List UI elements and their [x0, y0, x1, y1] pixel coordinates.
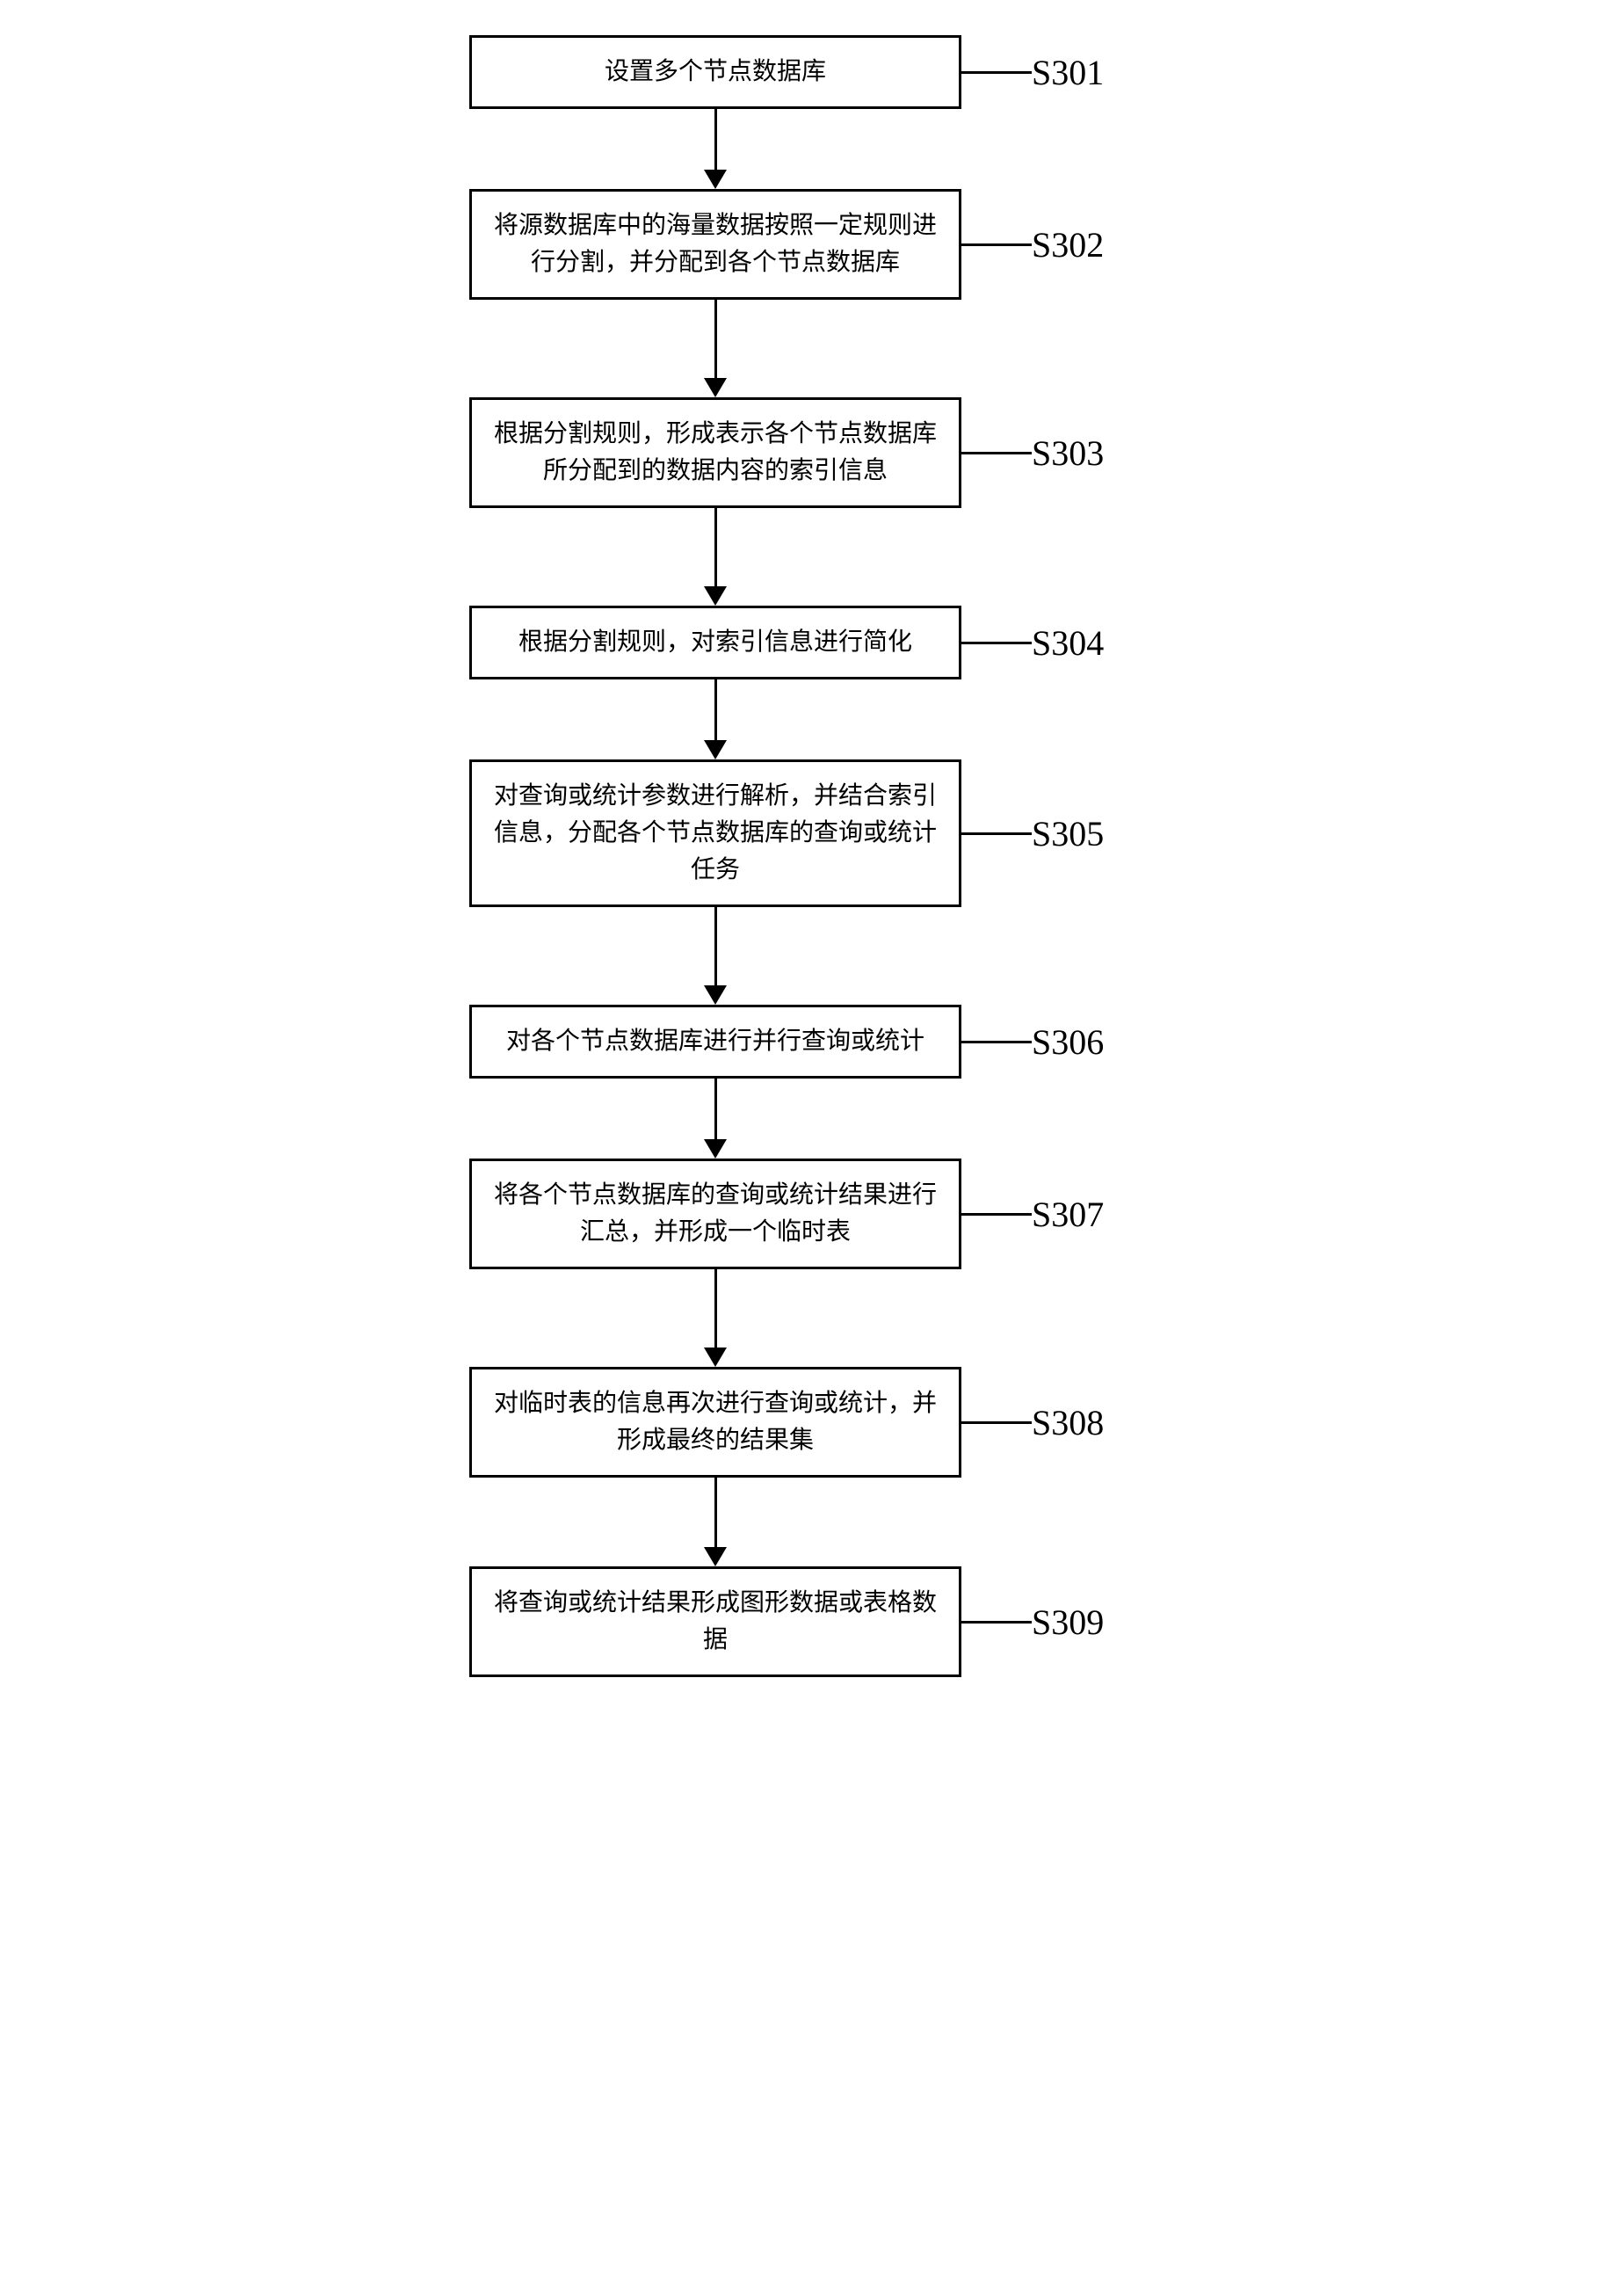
connector-line: [961, 1041, 1032, 1043]
connector-8: S308: [961, 1402, 1104, 1443]
connector-line: [961, 71, 1032, 74]
node-text: 将查询或统计结果形成图形数据或表格数据: [491, 1585, 939, 1659]
step-label: S308: [1032, 1402, 1104, 1443]
connector-4: S304: [961, 622, 1104, 664]
step-label: S304: [1032, 622, 1104, 664]
node-s308: 对临时表的信息再次进行查询或统计，并形成最终的结果集: [469, 1367, 961, 1478]
connector-2: S302: [961, 224, 1104, 265]
step-row-8: 对临时表的信息再次进行查询或统计，并形成最终的结果集 S308: [373, 1367, 1251, 1478]
connector-line: [961, 1213, 1032, 1216]
step-label: S307: [1032, 1194, 1104, 1235]
arrow-head-icon: [704, 378, 727, 397]
node-text: 对各个节点数据库进行并行查询或统计: [506, 1023, 924, 1060]
arrow-head-icon: [704, 586, 727, 606]
step-label: S306: [1032, 1021, 1104, 1063]
step-row-4: 根据分割规则，对索引信息进行简化 S304: [373, 606, 1251, 679]
connector-line: [961, 832, 1032, 835]
node-text: 将各个节点数据库的查询或统计结果进行汇总，并形成一个临时表: [491, 1177, 939, 1251]
node-text: 对查询或统计参数进行解析，并结合索引信息，分配各个节点数据库的查询或统计任务: [491, 778, 939, 889]
arrow-shaft: [714, 1079, 717, 1140]
node-s309: 将查询或统计结果形成图形数据或表格数据: [469, 1566, 961, 1677]
step-row-7: 将各个节点数据库的查询或统计结果进行汇总，并形成一个临时表 S307: [373, 1159, 1251, 1269]
node-s304: 根据分割规则，对索引信息进行简化: [469, 606, 961, 679]
flowchart-container: 设置多个节点数据库 S301 将源数据库中的海量数据按照一定规则进行分割，并分配…: [373, 35, 1251, 1677]
step-label: S309: [1032, 1602, 1104, 1643]
node-s305: 对查询或统计参数进行解析，并结合索引信息，分配各个节点数据库的查询或统计任务: [469, 759, 961, 907]
connector-9: S309: [961, 1602, 1104, 1643]
node-s303: 根据分割规则，形成表示各个节点数据库所分配到的数据内容的索引信息: [469, 397, 961, 508]
arrow-shaft: [714, 508, 717, 587]
arrow-head-icon: [704, 1348, 727, 1367]
step-row-1: 设置多个节点数据库 S301: [373, 35, 1251, 109]
arrow-head-icon: [704, 740, 727, 759]
arrow-shaft: [714, 679, 717, 741]
arrow-shaft: [714, 300, 717, 379]
step-row-5: 对查询或统计参数进行解析，并结合索引信息，分配各个节点数据库的查询或统计任务 S…: [373, 759, 1251, 907]
step-label: S302: [1032, 224, 1104, 265]
connector-3: S303: [961, 432, 1104, 474]
step-label: S303: [1032, 432, 1104, 474]
node-text: 将源数据库中的海量数据按照一定规则进行分割，并分配到各个节点数据库: [491, 207, 939, 281]
step-row-9: 将查询或统计结果形成图形数据或表格数据 S309: [373, 1566, 1251, 1677]
connector-line: [961, 243, 1032, 246]
connector-1: S301: [961, 52, 1104, 93]
arrow-head-icon: [704, 985, 727, 1005]
connector-6: S306: [961, 1021, 1104, 1063]
connector-line: [961, 1421, 1032, 1424]
node-s302: 将源数据库中的海量数据按照一定规则进行分割，并分配到各个节点数据库: [469, 189, 961, 300]
arrow-shaft: [714, 1269, 717, 1348]
arrow-shaft: [714, 907, 717, 986]
arrow-head-icon: [704, 1139, 727, 1159]
node-s301: 设置多个节点数据库: [469, 35, 961, 109]
connector-line: [961, 452, 1032, 454]
node-text: 设置多个节点数据库: [605, 54, 826, 91]
arrow-head-icon: [704, 170, 727, 189]
connector-7: S307: [961, 1194, 1104, 1235]
step-row-6: 对各个节点数据库进行并行查询或统计 S306: [373, 1005, 1251, 1079]
step-label: S305: [1032, 813, 1104, 854]
arrow-head-icon: [704, 1547, 727, 1566]
node-text: 根据分割规则，对索引信息进行简化: [518, 624, 912, 661]
arrow-shaft: [714, 109, 717, 171]
node-s306: 对各个节点数据库进行并行查询或统计: [469, 1005, 961, 1079]
step-row-3: 根据分割规则，形成表示各个节点数据库所分配到的数据内容的索引信息 S303: [373, 397, 1251, 508]
step-row-2: 将源数据库中的海量数据按照一定规则进行分割，并分配到各个节点数据库 S302: [373, 189, 1251, 300]
step-label: S301: [1032, 52, 1104, 93]
connector-line: [961, 1621, 1032, 1624]
node-text: 对临时表的信息再次进行查询或统计，并形成最终的结果集: [491, 1385, 939, 1459]
connector-line: [961, 642, 1032, 644]
node-s307: 将各个节点数据库的查询或统计结果进行汇总，并形成一个临时表: [469, 1159, 961, 1269]
arrow-shaft: [714, 1478, 717, 1548]
connector-5: S305: [961, 813, 1104, 854]
node-text: 根据分割规则，形成表示各个节点数据库所分配到的数据内容的索引信息: [491, 416, 939, 490]
